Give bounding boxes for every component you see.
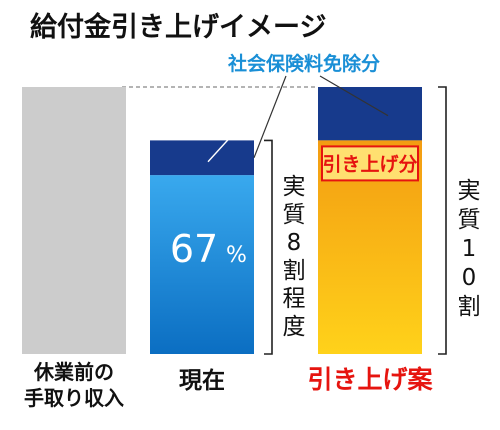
chart-title: 給付金引き上げイメージ — [30, 11, 326, 43]
category-label-2-line-0: 引き上げ案 — [307, 365, 433, 394]
bar-value-label: 67 — [170, 227, 218, 271]
bracket-proposal — [438, 86, 447, 355]
callout-leader-proposal — [319, 75, 389, 117]
bar-segment-1-0 — [150, 175, 254, 354]
bracket-proposal-label-char-2: 1 — [462, 236, 477, 262]
bracket-current-label-char-0: 実 — [283, 174, 306, 200]
callout-leader-current — [207, 75, 287, 163]
bracket-current — [264, 139, 273, 355]
bar-value-unit: % — [226, 243, 247, 268]
callout-label: 社会保険料免除分 — [227, 52, 380, 75]
bracket-current-label-char-3: 割 — [283, 258, 306, 284]
bracket-current-label-char-4: 程 — [283, 286, 306, 312]
bars — [22, 87, 422, 354]
bar-segment-2-2 — [318, 87, 422, 141]
bracket-proposal-label-char-3: 0 — [462, 265, 477, 291]
bracket-proposal-label-char-0: 実 — [458, 178, 481, 204]
category-label-0-line-0: 休業前の — [33, 360, 114, 384]
bracket-current-label-char-1: 質 — [283, 202, 306, 228]
bracket-current-label-char-2: 8 — [287, 230, 302, 256]
bar-segment-1-1 — [150, 140, 254, 176]
raise-label-box — [321, 145, 419, 182]
raise-label-text: 引き上げ分 — [322, 153, 417, 175]
category-label-0-line-1: 手取り収入 — [24, 386, 124, 410]
bar-segment-0-0 — [22, 87, 126, 354]
bracket-proposal-label-char-1: 質 — [458, 207, 481, 233]
bracket-proposal-label-char-4: 割 — [458, 294, 481, 320]
bracket-current-label-char-5: 度 — [283, 314, 306, 340]
category-label-1-line-0: 現在 — [179, 367, 225, 394]
callout-leader-current-outer — [253, 75, 287, 158]
